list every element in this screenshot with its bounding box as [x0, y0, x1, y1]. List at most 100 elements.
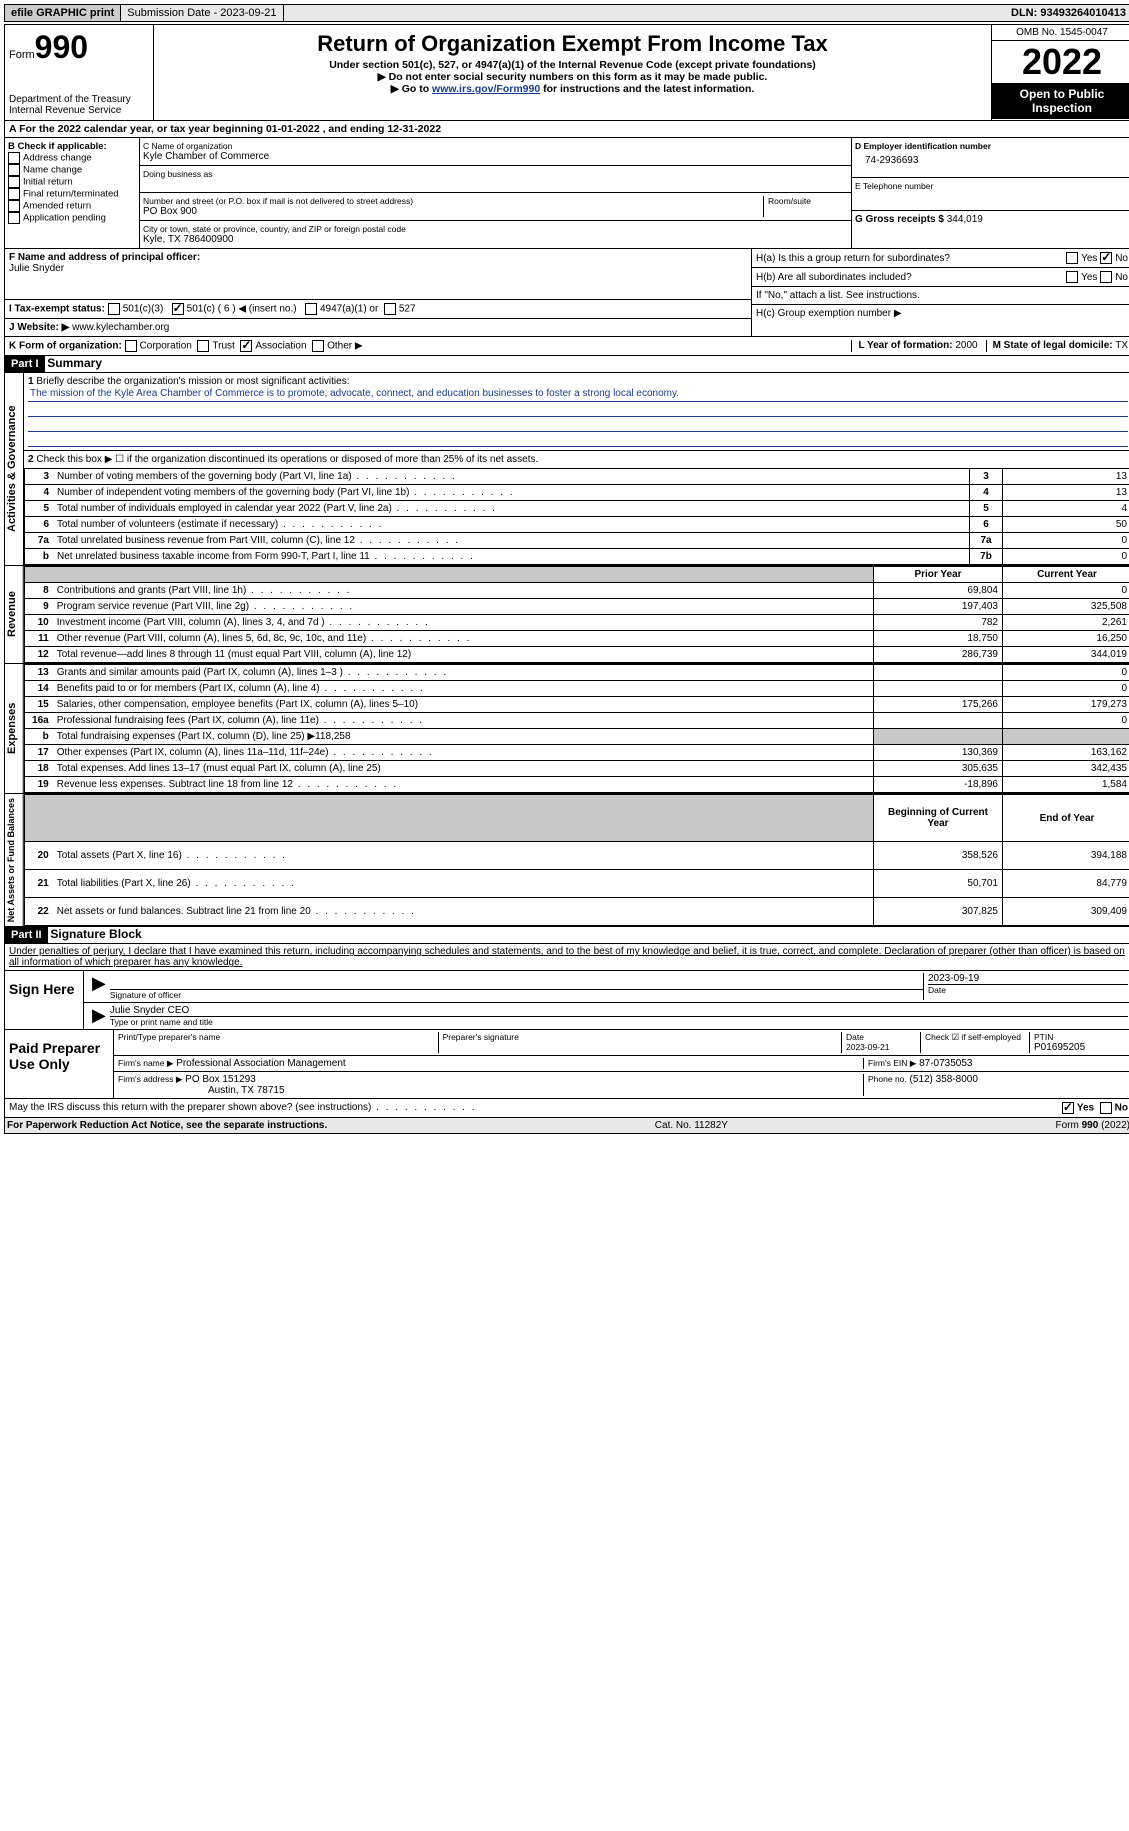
part2-header-row: Part II Signature Block	[4, 927, 1129, 944]
vlabel-expenses: Expenses	[5, 664, 24, 793]
preparer-sig-label: Preparer's signature	[443, 1032, 837, 1042]
check-trust[interactable]	[197, 340, 209, 352]
part2-label: Part II	[5, 927, 48, 943]
governance-table: 3Number of voting members of the governi…	[24, 468, 1129, 565]
irs-label: Internal Revenue Service	[9, 105, 149, 116]
ptin-value: P01695205	[1034, 1042, 1124, 1053]
firm-addr1: PO Box 151293	[185, 1074, 256, 1085]
ha-label: H(a) Is this a group return for subordin…	[756, 253, 1066, 264]
check-address-change[interactable]	[8, 152, 20, 164]
section-fh: F Name and address of principal officer:…	[4, 249, 1129, 337]
phone-value	[855, 191, 1129, 207]
check-assoc[interactable]	[240, 340, 252, 352]
c-name-label: C Name of organization	[143, 141, 848, 151]
netassets-section: Net Assets or Fund Balances Beginning of…	[4, 794, 1129, 927]
ha-yes[interactable]	[1066, 252, 1078, 264]
activities-section: Activities & Governance 1 Briefly descri…	[4, 373, 1129, 566]
omb-number: OMB No. 1545-0047	[992, 25, 1129, 41]
hb-no[interactable]	[1100, 271, 1112, 283]
block-bcdeg: B Check if applicable: Address change Na…	[4, 138, 1129, 249]
declaration: Under penalties of perjury, I declare th…	[4, 944, 1129, 971]
website-value: www.kylechamber.org	[72, 322, 169, 333]
street-value: PO Box 900	[143, 206, 763, 217]
hb-note: If "No," attach a list. See instructions…	[752, 287, 1129, 305]
print-name-label: Type or print name and title	[110, 1016, 1128, 1027]
q2-label: Check this box ▶ ☐ if the organization d…	[36, 454, 538, 465]
g-label: G Gross receipts $	[855, 214, 944, 225]
vlabel-activities: Activities & Governance	[5, 373, 24, 565]
prep-date: 2023-09-21	[846, 1042, 916, 1052]
officer-name: Julie Snyder	[9, 263, 747, 274]
i-label: I Tax-exempt status:	[9, 304, 105, 315]
top-bar: efile GRAPHIC print Submission Date - 20…	[4, 4, 1129, 22]
year-formation: 2000	[955, 340, 977, 351]
mission-text: The mission of the Kyle Area Chamber of …	[28, 387, 1128, 402]
check-501c3[interactable]	[108, 303, 120, 315]
may-no[interactable]	[1100, 1102, 1112, 1114]
sign-here-block: Sign Here ▶ Signature of officer 2023-09…	[4, 971, 1129, 1030]
vlabel-revenue: Revenue	[5, 566, 24, 663]
netassets-table: Beginning of Current YearEnd of Year 20T…	[24, 794, 1129, 926]
part1-header-row: Part I Summary	[4, 356, 1129, 373]
irs-link[interactable]: www.irs.gov/Form990	[432, 83, 540, 95]
officer-print-name: Julie Snyder CEO	[110, 1005, 1128, 1016]
page-footer: For Paperwork Reduction Act Notice, see …	[4, 1118, 1129, 1134]
city-value: Kyle, TX 786400900	[143, 234, 848, 245]
city-label: City or town, state or province, country…	[143, 224, 848, 234]
form-ref: Form 990 (2022)	[1056, 1120, 1129, 1131]
check-other[interactable]	[312, 340, 324, 352]
form-number: Form990	[9, 29, 149, 66]
form-title: Return of Organization Exempt From Incom…	[160, 31, 985, 57]
hc-label: H(c) Group exemption number ▶	[752, 305, 1129, 322]
check-app-pending[interactable]	[8, 212, 20, 224]
revenue-table: Prior YearCurrent Year 8Contributions an…	[24, 566, 1129, 663]
hb-label: H(b) Are all subordinates included?	[756, 272, 1066, 283]
firm-phone: (512) 358-8000	[910, 1074, 978, 1085]
print-preparer-label: Print/Type preparer's name	[118, 1032, 434, 1042]
efile-print-button[interactable]: efile GRAPHIC print	[5, 5, 121, 21]
dba-label: Doing business as	[143, 169, 848, 179]
may-yes[interactable]	[1062, 1102, 1074, 1114]
j-label: J Website: ▶	[9, 322, 69, 333]
check-corp[interactable]	[125, 340, 137, 352]
vlabel-netassets: Net Assets or Fund Balances	[5, 794, 24, 926]
expenses-section: Expenses 13Grants and similar amounts pa…	[4, 664, 1129, 794]
subtitle-1: Under section 501(c), 527, or 4947(a)(1)…	[158, 59, 987, 71]
cat-no: Cat. No. 11282Y	[655, 1120, 728, 1131]
self-employed-check[interactable]: Check ☑ if self-employed	[921, 1032, 1030, 1053]
may-discuss-row: May the IRS discuss this return with the…	[4, 1099, 1129, 1118]
row-klm: K Form of organization: Corporation Trus…	[4, 337, 1129, 356]
sig-officer-label: Signature of officer	[110, 989, 923, 1000]
room-label: Room/suite	[768, 196, 848, 206]
street-label: Number and street (or P.O. box if mail i…	[143, 196, 763, 206]
check-name-change[interactable]	[8, 164, 20, 176]
check-final-return[interactable]	[8, 188, 20, 200]
check-4947[interactable]	[305, 303, 317, 315]
f-label: F Name and address of principal officer:	[9, 252, 747, 263]
dept-label: Department of the Treasury	[9, 94, 149, 105]
ha-no[interactable]	[1100, 252, 1112, 264]
check-amended[interactable]	[8, 200, 20, 212]
form-header: Form990 Department of the Treasury Inter…	[4, 24, 1129, 121]
part1-label: Part I	[5, 356, 45, 372]
paid-preparer-block: Paid Preparer Use Only Print/Type prepar…	[4, 1030, 1129, 1099]
arrow-icon: ▶	[88, 973, 110, 1000]
pra-notice: For Paperwork Reduction Act Notice, see …	[7, 1120, 327, 1131]
paid-preparer-label: Paid Preparer Use Only	[5, 1030, 114, 1098]
hb-yes[interactable]	[1066, 271, 1078, 283]
b-label: B Check if applicable:	[8, 141, 136, 152]
tax-year: 2022	[992, 41, 1129, 83]
sign-here-label: Sign Here	[5, 971, 84, 1029]
e-label: E Telephone number	[855, 181, 1129, 191]
ein-value: 74-2936693	[855, 151, 1129, 174]
open-to-public: Open to Public Inspection	[992, 83, 1129, 119]
check-501c[interactable]	[172, 303, 184, 315]
org-name: Kyle Chamber of Commerce	[143, 151, 848, 162]
revenue-section: Revenue Prior YearCurrent Year 8Contribu…	[4, 566, 1129, 664]
check-527[interactable]	[384, 303, 396, 315]
check-initial-return[interactable]	[8, 176, 20, 188]
arrow-icon: ▶	[88, 1005, 110, 1027]
q1-label: Briefly describe the organization's miss…	[36, 376, 349, 387]
part1-title: Summary	[47, 356, 102, 370]
firm-name: Professional Association Management	[176, 1058, 346, 1069]
